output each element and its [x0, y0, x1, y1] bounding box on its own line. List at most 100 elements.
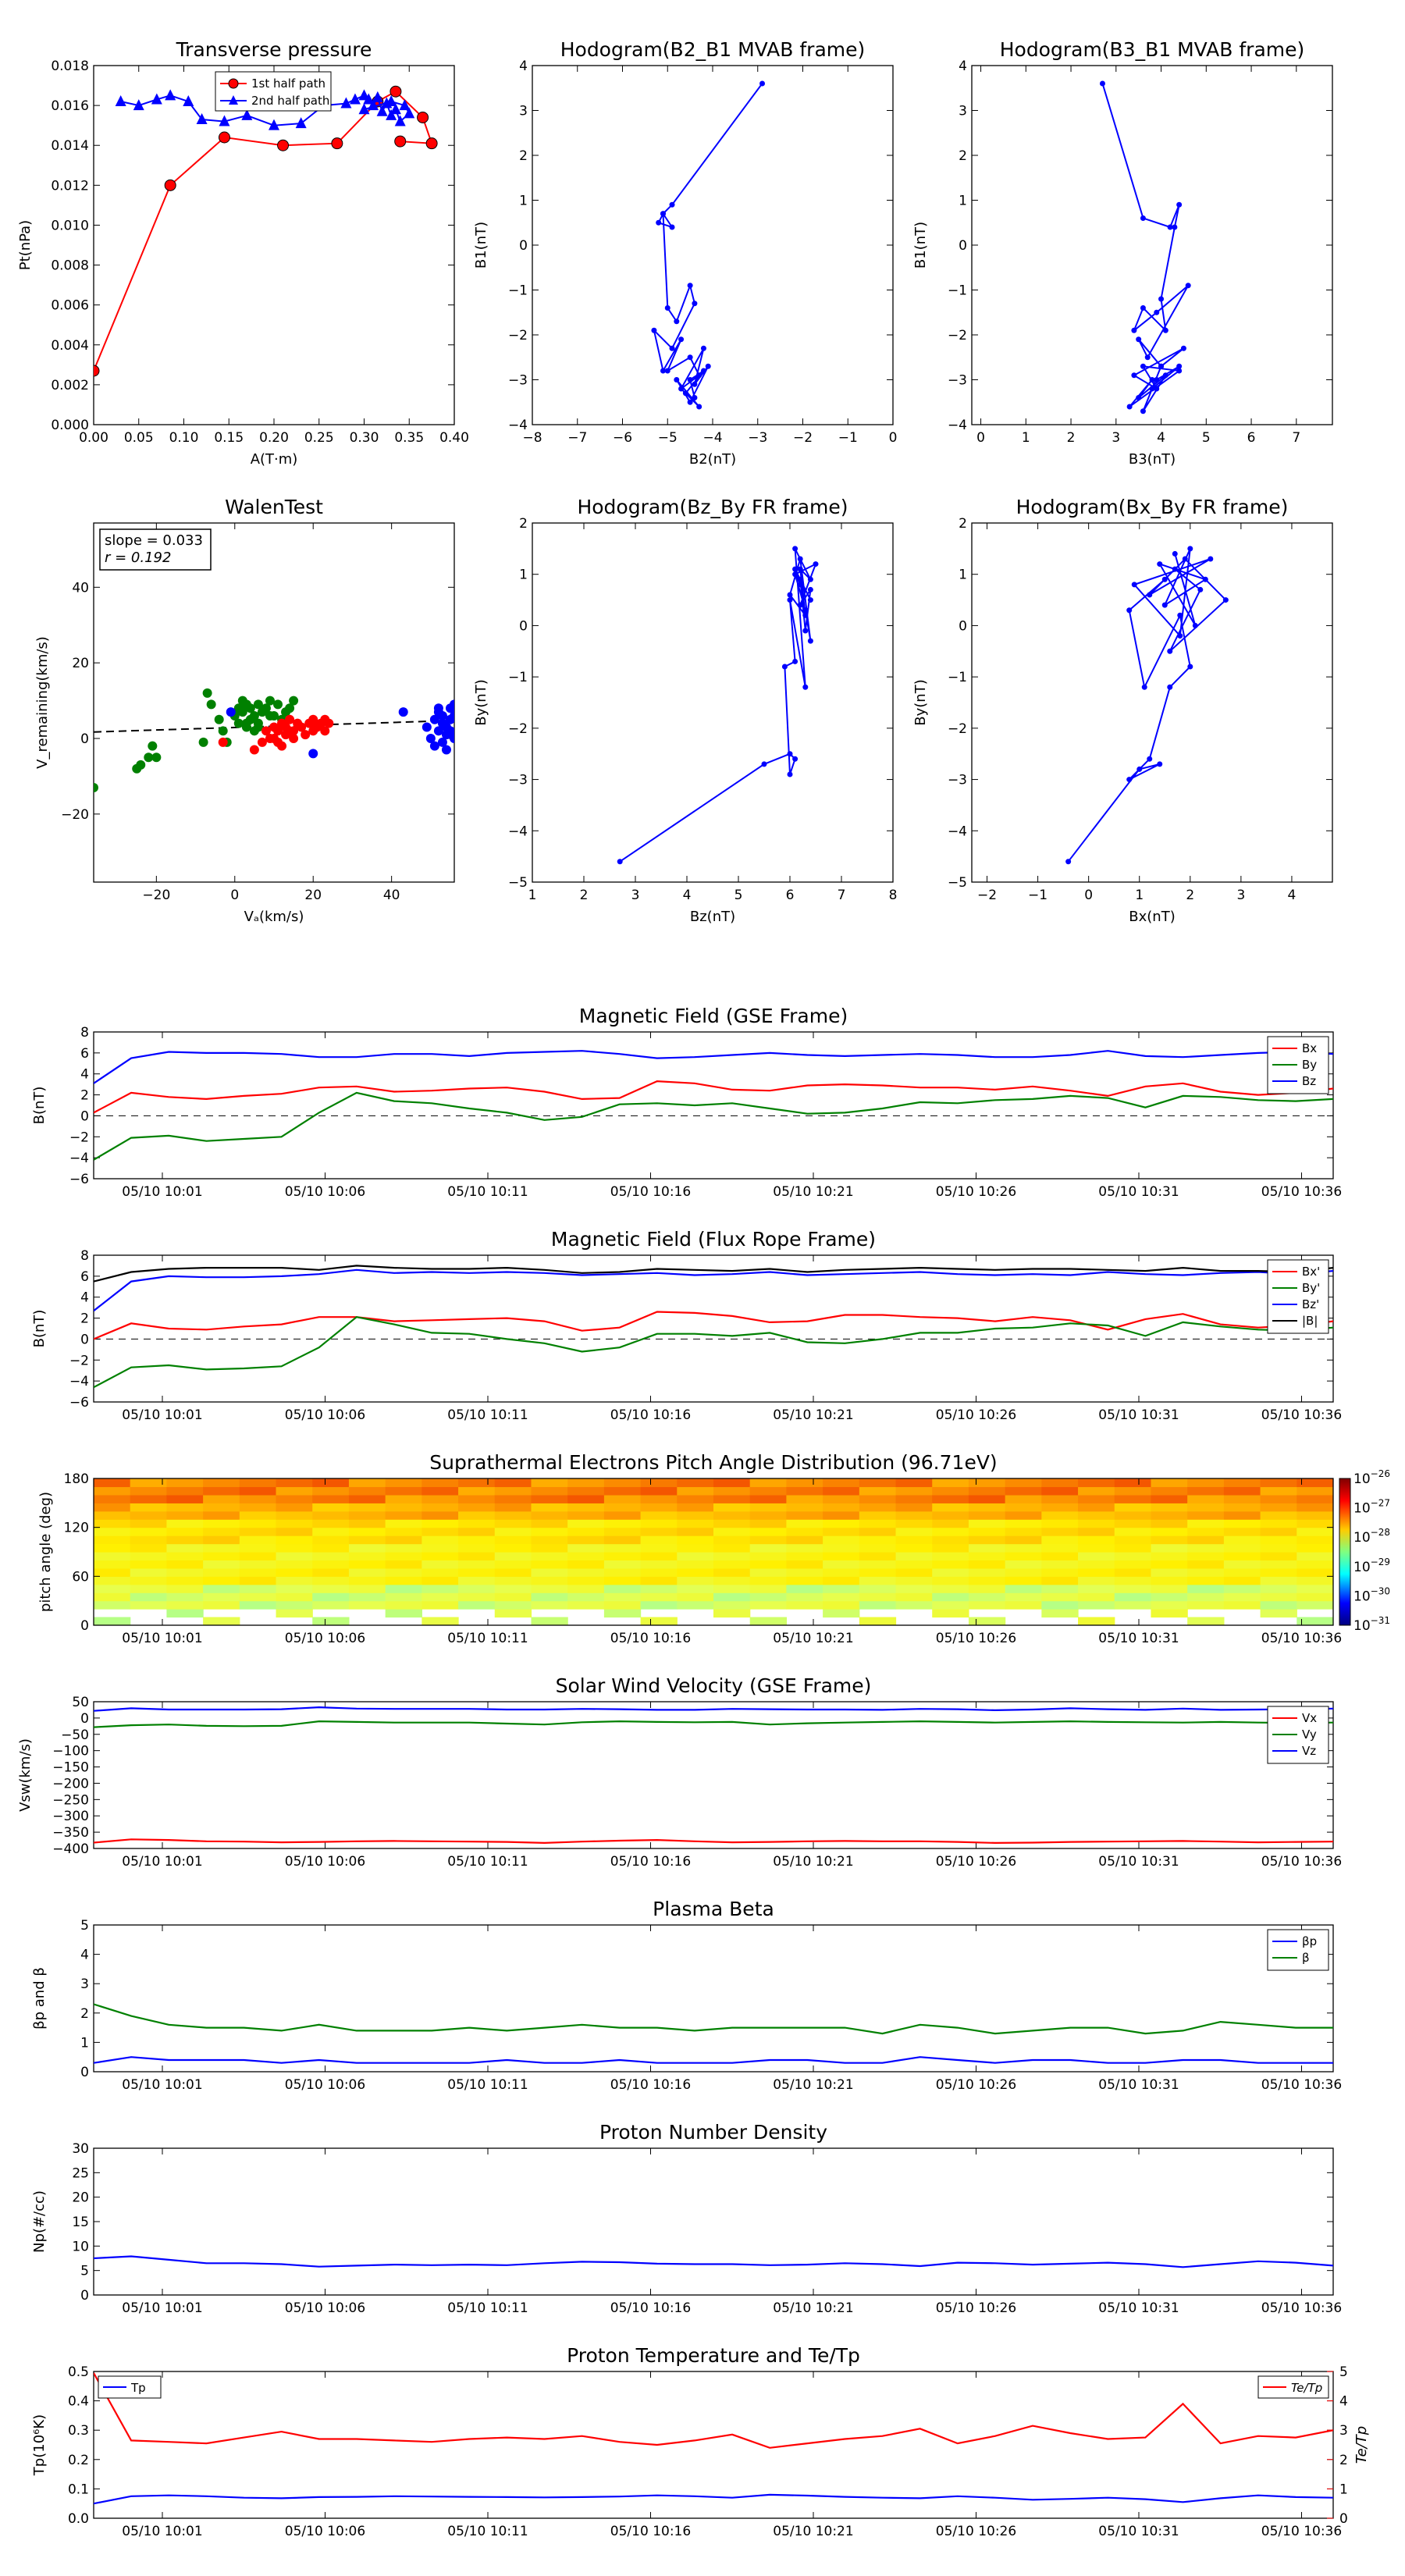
- y-tick-label: −2: [508, 721, 528, 737]
- heatmap-cell: [1151, 1510, 1188, 1520]
- heatmap-cell: [312, 1478, 350, 1488]
- heatmap-cell: [603, 1609, 642, 1618]
- heatmap-cell: [276, 1552, 313, 1561]
- heatmap-cell: [823, 1567, 860, 1577]
- heatmap-cell: [312, 1486, 350, 1496]
- heatmap-cell: [1005, 1478, 1042, 1488]
- heatmap-cell: [422, 1519, 459, 1528]
- plot-frame: [93, 1924, 1334, 2073]
- heatmap-cell: [749, 1494, 788, 1503]
- heatmap-cell: [94, 1510, 131, 1520]
- y-tick-label: 0.010: [51, 218, 89, 233]
- data-point: [813, 561, 819, 568]
- heatmap-cell: [1005, 1600, 1042, 1610]
- scatter-point: [94, 782, 98, 792]
- data-point: [692, 381, 698, 387]
- heatmap-cell: [94, 1567, 131, 1577]
- heatmap-cell: [603, 1510, 642, 1520]
- heatmap-cell: [603, 1560, 642, 1569]
- data-point: [792, 566, 799, 572]
- y-tick-label: 0.008: [51, 258, 89, 274]
- scatter-point: [265, 710, 275, 720]
- heatmap-cell: [1223, 1510, 1261, 1520]
- heatmap-cell: [531, 1503, 568, 1512]
- plot-area: [94, 1706, 1333, 1845]
- y-tick-label: −3: [948, 773, 967, 788]
- heatmap-cell: [166, 1494, 204, 1503]
- heatmap-cell: [677, 1584, 714, 1593]
- legend-label: β: [1302, 1951, 1310, 1965]
- chart-walen: WalenTest −20 0 20 40 −20 0 20 40 Vₐ(km/s) V_remai…: [34, 496, 455, 925]
- x-tick-label: −2: [977, 888, 997, 903]
- y-tick-label: 40: [72, 580, 89, 596]
- heatmap-cell: [713, 1560, 751, 1569]
- heatmap-cell: [1114, 1503, 1152, 1512]
- data-point: [1140, 363, 1146, 369]
- heatmap-cell: [603, 1535, 642, 1545]
- heatmap-cell: [567, 1600, 605, 1610]
- heatmap-cell: [859, 1584, 897, 1593]
- heatmap-cell: [713, 1592, 751, 1602]
- heatmap-cell: [276, 1510, 313, 1520]
- heatmap-cell: [1005, 1584, 1042, 1593]
- heatmap-cell: [713, 1527, 751, 1536]
- x-tick-label: 05/10 10:26: [936, 1854, 1016, 1870]
- heatmap-cell: [1151, 1592, 1188, 1602]
- heatmap-cell: [1187, 1503, 1225, 1512]
- y-tick-label: 15: [72, 2215, 89, 2230]
- heatmap-cell: [1151, 1576, 1188, 1585]
- legend-label: βp: [1302, 1934, 1317, 1948]
- series-line: [94, 1720, 1333, 1728]
- heatmap-cell: [677, 1560, 714, 1569]
- x-tick-label: 05/10 10:16: [610, 2300, 691, 2316]
- x-tick-label: 05/10 10:31: [1098, 1184, 1179, 1200]
- data-point: [399, 99, 411, 111]
- heatmap-cell: [823, 1592, 860, 1602]
- x-tick-label: 0: [230, 888, 239, 903]
- series-line: [94, 2003, 1333, 2035]
- y-tick-label: −50: [61, 1727, 89, 1743]
- x-tick-label: 0: [1084, 888, 1093, 903]
- heatmap-cell: [603, 1576, 642, 1585]
- x-tick-label: 05/10 10:36: [1261, 2077, 1342, 2093]
- heatmap-cell: [1005, 1535, 1042, 1545]
- legend: Bx By Bz: [1267, 1036, 1329, 1094]
- plot-frame: [93, 1701, 1334, 1849]
- heatmap-cell: [531, 1567, 568, 1577]
- data-point: [1176, 201, 1183, 208]
- heatmap-cell: [1005, 1519, 1042, 1528]
- heatmap-cell: [203, 1478, 240, 1488]
- heatmap-cell: [932, 1552, 969, 1561]
- heatmap-cell: [276, 1503, 313, 1512]
- scatter-point: [450, 734, 454, 743]
- y-tick-label: 0.018: [51, 59, 89, 74]
- heatmap-cell: [130, 1560, 168, 1569]
- heatmap-cell: [94, 1519, 131, 1528]
- legend-label: Bx: [1302, 1041, 1317, 1055]
- data-point: [664, 305, 670, 311]
- x-tick-label: 05/10 10:16: [610, 1854, 691, 1870]
- heatmap-cell: [1005, 1552, 1042, 1561]
- legend-label: Bz': [1302, 1297, 1319, 1311]
- heatmap-cell: [276, 1576, 313, 1585]
- heatmap-cell: [239, 1519, 277, 1528]
- heatmap-cell: [786, 1535, 823, 1545]
- heatmap-cell: [422, 1617, 459, 1625]
- x-tick-label: −3: [748, 430, 767, 446]
- y-tick-label: −5: [948, 875, 967, 891]
- heatmap-cell: [312, 1510, 350, 1520]
- heatmap-cell: [531, 1478, 568, 1488]
- heatmap-cell: [749, 1576, 788, 1585]
- heatmap-cell: [494, 1584, 532, 1593]
- heatmap-area: [94, 1478, 1333, 1625]
- y-tick-label: 2: [80, 1088, 89, 1104]
- heatmap-cell: [823, 1535, 860, 1545]
- chart-title: Hodogram(B2_B1 MVAB frame): [560, 38, 866, 61]
- y-tick-label: 0: [80, 2065, 89, 2080]
- heatmap-cell: [932, 1519, 969, 1528]
- data-point: [797, 556, 803, 562]
- heatmap-cell: [385, 1478, 422, 1488]
- heatmap-cell: [1187, 1519, 1225, 1528]
- heatmap-cell: [276, 1478, 313, 1488]
